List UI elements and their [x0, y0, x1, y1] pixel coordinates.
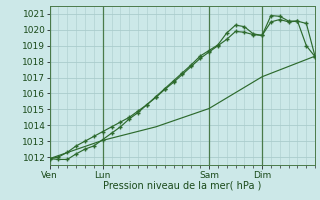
- X-axis label: Pression niveau de la mer( hPa ): Pression niveau de la mer( hPa ): [103, 181, 261, 191]
